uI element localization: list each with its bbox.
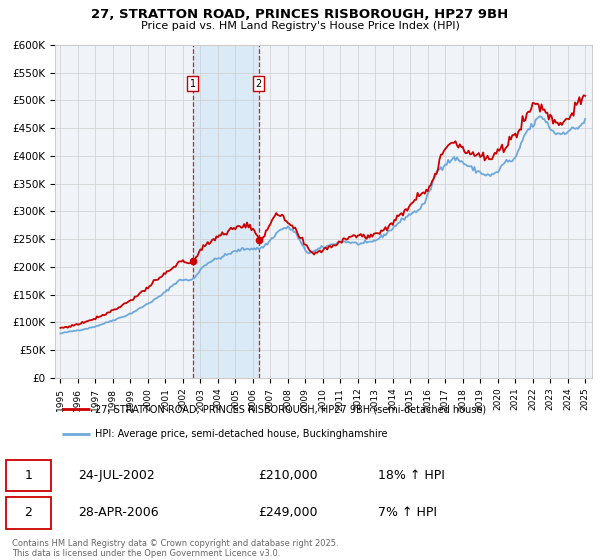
FancyBboxPatch shape	[6, 460, 51, 491]
Text: HPI: Average price, semi-detached house, Buckinghamshire: HPI: Average price, semi-detached house,…	[95, 428, 388, 438]
Text: Price paid vs. HM Land Registry's House Price Index (HPI): Price paid vs. HM Land Registry's House …	[140, 21, 460, 31]
Bar	[193, 45, 259, 378]
Text: 2: 2	[24, 506, 32, 520]
Text: 27, STRATTON ROAD, PRINCES RISBOROUGH, HP27 9BH (semi-detached house): 27, STRATTON ROAD, PRINCES RISBOROUGH, H…	[95, 404, 487, 414]
Text: £210,000: £210,000	[258, 469, 317, 482]
Text: 28-APR-2006: 28-APR-2006	[78, 506, 158, 520]
Text: 1: 1	[24, 469, 32, 482]
Text: Contains HM Land Registry data © Crown copyright and database right 2025.
This d: Contains HM Land Registry data © Crown c…	[12, 539, 338, 558]
Text: £249,000: £249,000	[258, 506, 317, 520]
Text: 7% ↑ HPI: 7% ↑ HPI	[378, 506, 437, 520]
Text: 24-JUL-2002: 24-JUL-2002	[78, 469, 155, 482]
Text: 2: 2	[256, 78, 262, 88]
FancyBboxPatch shape	[6, 497, 51, 529]
Text: 18% ↑ HPI: 18% ↑ HPI	[378, 469, 445, 482]
Text: 27, STRATTON ROAD, PRINCES RISBOROUGH, HP27 9BH: 27, STRATTON ROAD, PRINCES RISBOROUGH, H…	[91, 8, 509, 21]
Text: 1: 1	[190, 78, 196, 88]
